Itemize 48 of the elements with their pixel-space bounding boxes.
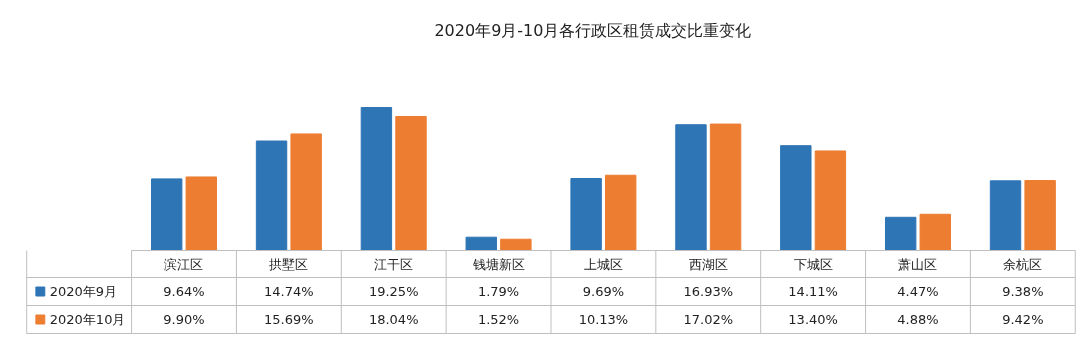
chart-title: 2020年9月-10月各行政区租赁成交比重变化 — [434, 21, 752, 40]
data-label: 1.52% — [477, 312, 520, 327]
x-tick-label: 上城区 — [583, 256, 623, 272]
data-label: 4.88% — [897, 312, 939, 327]
bar — [709, 123, 742, 251]
data-label: 10.13% — [578, 312, 629, 327]
bar — [675, 124, 707, 251]
legend-label: 2020年9月 — [49, 284, 118, 299]
bar — [919, 213, 951, 251]
x-tick-label: 江干区 — [374, 256, 414, 272]
data-label: 16.93% — [683, 284, 734, 299]
bar — [1024, 180, 1056, 251]
x-tick-label: 拱墅区 — [269, 256, 309, 272]
bar — [814, 150, 847, 251]
bar — [255, 140, 288, 251]
x-tick-label: 余杭区 — [1003, 256, 1043, 272]
bar — [605, 174, 637, 251]
data-label: 19.25% — [368, 284, 419, 299]
data-label: 18.04% — [368, 312, 419, 327]
data-label: 15.69% — [264, 312, 314, 327]
bar — [500, 238, 532, 251]
bar — [570, 178, 602, 251]
x-tick-label: 西湖区 — [688, 256, 728, 272]
bar — [290, 133, 322, 251]
data-label: 4.47% — [897, 284, 939, 299]
data-label: 9.42% — [1002, 312, 1044, 327]
data-label: 9.90% — [163, 312, 205, 327]
legend-label: 2020年10月 — [49, 312, 126, 327]
data-label: 17.02% — [683, 312, 734, 327]
bar — [150, 178, 183, 251]
bar — [465, 236, 497, 251]
x-tick-label: 下城区 — [793, 256, 833, 272]
bar — [884, 216, 917, 251]
x-tick-label: 滨江区 — [164, 256, 204, 272]
bar — [780, 145, 812, 251]
bar — [989, 180, 1022, 251]
bar — [360, 107, 393, 251]
data-label: 9.64% — [163, 284, 205, 299]
data-label: 1.79% — [477, 284, 520, 299]
x-tick-label: 萧山区 — [898, 256, 938, 272]
data-label: 13.40% — [788, 312, 838, 327]
bar — [395, 115, 427, 251]
data-label: 14.11% — [788, 284, 838, 299]
data-label: 9.38% — [1002, 284, 1044, 299]
bar — [185, 176, 217, 251]
data-label: 9.69% — [582, 284, 625, 299]
x-tick-label: 钱塘新区 — [471, 256, 525, 272]
data-label: 14.74% — [264, 284, 314, 299]
